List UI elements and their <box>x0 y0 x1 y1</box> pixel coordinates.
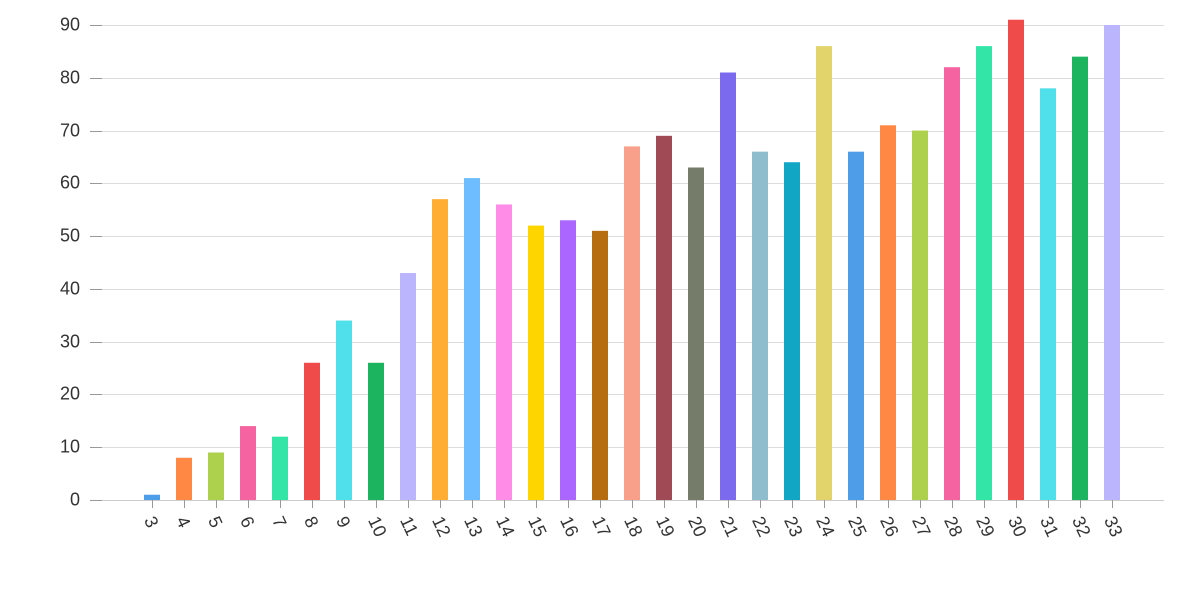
bar-13[interactable] <box>464 178 480 501</box>
x-tick-label: 11 <box>396 513 422 538</box>
bar-12[interactable] <box>432 199 448 500</box>
bar-14[interactable] <box>496 204 512 500</box>
x-tick-label: 23 <box>780 513 807 540</box>
bar-25[interactable] <box>848 151 864 500</box>
x-tick-label: 27 <box>908 513 935 540</box>
bar-23[interactable] <box>784 162 800 500</box>
x-tick-label: 19 <box>652 513 679 540</box>
x-tick-label: 18 <box>620 513 647 540</box>
bar-20[interactable] <box>688 167 704 501</box>
y-tick-label: 10 <box>60 436 80 456</box>
y-tick-label: 30 <box>60 331 80 351</box>
y-tick-label: 90 <box>60 14 80 34</box>
x-tick-label: 9 <box>332 513 354 531</box>
x-tick-label: 32 <box>1068 513 1095 540</box>
bar-28[interactable] <box>944 67 960 500</box>
bar-24[interactable] <box>816 46 832 500</box>
bar-29[interactable] <box>976 46 992 500</box>
bars <box>144 19 1120 501</box>
bar-11[interactable] <box>400 273 416 500</box>
x-tick-label: 31 <box>1036 513 1063 540</box>
y-tick-label: 40 <box>60 278 80 298</box>
bar-16[interactable] <box>560 220 576 500</box>
bar-17[interactable] <box>592 230 608 501</box>
x-tick-label: 26 <box>876 513 903 540</box>
bar-33[interactable] <box>1104 25 1120 500</box>
x-tick-label: 8 <box>300 513 322 531</box>
y-tick-label: 70 <box>60 120 80 140</box>
y-tick-label: 0 <box>70 489 80 509</box>
x-tick-label: 21 <box>716 513 743 540</box>
x-tick-label: 5 <box>204 513 226 531</box>
bar-32[interactable] <box>1072 56 1088 501</box>
x-tick-label: 6 <box>236 513 258 531</box>
bar-30[interactable] <box>1008 19 1024 500</box>
x-tick-label: 22 <box>748 513 775 540</box>
x-tick-label: 13 <box>460 513 487 540</box>
bar-15[interactable] <box>528 225 544 501</box>
bar-10[interactable] <box>368 362 384 500</box>
x-tick-label: 10 <box>364 513 391 540</box>
x-tick-label: 30 <box>1004 513 1031 540</box>
bar-7[interactable] <box>272 436 288 500</box>
bar-3[interactable] <box>144 494 160 500</box>
bar-26[interactable] <box>880 125 896 501</box>
y-tick-label: 60 <box>60 172 80 192</box>
x-tick-label: 14 <box>492 513 519 540</box>
x-tick-label: 3 <box>140 513 162 531</box>
y-axis: 0 10 20 30 40 50 60 70 80 90 <box>60 14 102 509</box>
x-tick-label: 33 <box>1100 513 1127 540</box>
x-tick-label: 16 <box>556 513 583 540</box>
x-tick-label: 25 <box>844 513 871 540</box>
x-tick-label: 29 <box>972 513 999 540</box>
bar-6[interactable] <box>240 426 256 500</box>
y-tick-label: 20 <box>60 383 80 403</box>
bar-31[interactable] <box>1040 88 1056 500</box>
bar-5[interactable] <box>208 452 224 501</box>
x-tick-label: 17 <box>588 513 615 540</box>
x-tick-label: 24 <box>812 513 839 540</box>
bar-8[interactable] <box>304 362 320 500</box>
bar-9[interactable] <box>336 320 352 500</box>
bar-22[interactable] <box>752 151 768 500</box>
x-tick-label: 12 <box>428 513 455 540</box>
x-axis: 3 4 5 6 7 8 9 10 11 12 13 14 15 16 17 18 19 20 21 22 23 24 25 2… <box>102 500 1164 540</box>
x-tick-label: 4 <box>172 513 194 531</box>
bar-18[interactable] <box>624 146 640 500</box>
x-tick-label: 20 <box>684 513 711 540</box>
x-tick-label: 7 <box>268 513 290 531</box>
bar-19[interactable] <box>656 135 672 501</box>
bar-21[interactable] <box>720 72 736 501</box>
y-tick-label: 80 <box>60 67 80 87</box>
y-tick-label: 50 <box>60 225 80 245</box>
bar-27[interactable] <box>912 130 928 501</box>
x-tick-label: 15 <box>524 513 551 540</box>
bar-4[interactable] <box>176 457 192 500</box>
x-tick-label: 28 <box>940 513 967 540</box>
